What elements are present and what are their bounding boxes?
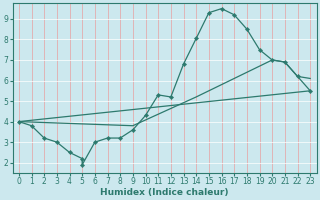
X-axis label: Humidex (Indice chaleur): Humidex (Indice chaleur)	[100, 188, 229, 197]
